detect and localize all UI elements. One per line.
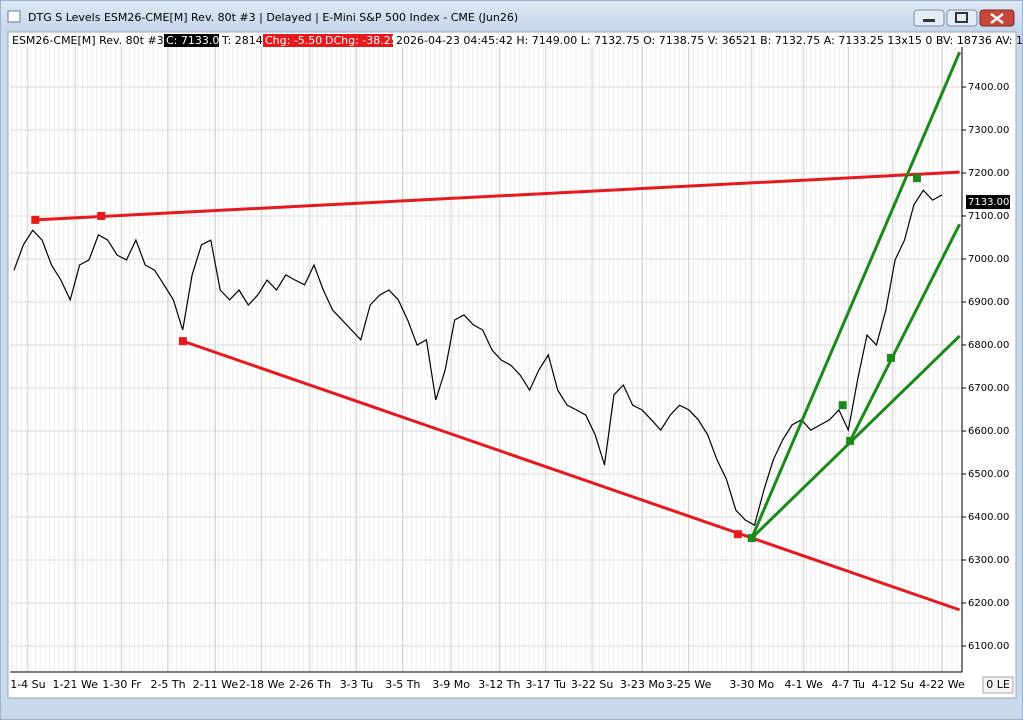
y-tick-label: 6300.00 <box>968 555 1009 566</box>
info-ticks: T: 28148 <box>221 34 270 47</box>
x-tick-label: 3-3 Tu <box>340 678 373 691</box>
close-icon <box>990 13 1004 24</box>
y-tick-label: 6900.00 <box>968 297 1009 308</box>
x-tick-label: 3-25 We <box>666 678 712 691</box>
minimize-button[interactable] <box>913 9 945 27</box>
price-tag-box <box>966 195 1010 209</box>
app-icon <box>7 10 21 23</box>
grid <box>10 47 966 673</box>
info-dchg: DChg: -38.25 <box>325 34 398 47</box>
x-tick-label: 3-17 Tu <box>526 678 566 691</box>
x-tick-label: 2-18 We <box>239 678 285 691</box>
x-tick-label: 2-5 Th <box>150 678 185 691</box>
x-tick-label: 4-12 Su <box>872 678 914 691</box>
trendline <box>35 170 960 222</box>
info-chg: Chg: -5.50 <box>265 34 322 47</box>
x-tick-label: 3-23 Mo <box>620 678 665 691</box>
info-bar <box>10 34 968 47</box>
y-tick-label: 6800.00 <box>968 340 1009 351</box>
x-tick-label: 2-11 We <box>193 678 239 691</box>
info-rest: 2026-04-23 04:45:42 H: 7149.00 L: 7132.7… <box>396 34 1023 47</box>
anchor-point <box>733 530 742 539</box>
y-tick-label: 6700.00 <box>968 383 1009 394</box>
corner-box[interactable] <box>982 676 1014 694</box>
y-tick-label: 7100.00 <box>968 211 1009 222</box>
y-tick-label: 7400.00 <box>968 82 1009 93</box>
plot <box>13 51 962 612</box>
x-tick-label: 3-30 Mo <box>729 678 774 691</box>
y-tick-label: 6100.00 <box>968 641 1009 652</box>
x-tick-label: 2-26 Th <box>289 678 331 691</box>
x-tick-label: 3-22 Su <box>571 678 613 691</box>
x-tick-label: 4-7 Tu <box>832 678 865 691</box>
x-tick-label: 4-22 We <box>919 678 965 691</box>
chart-panel <box>7 31 1017 699</box>
maximize-button[interactable] <box>946 9 978 27</box>
x-tick-label: 3-9 Mo <box>432 678 470 691</box>
x-tick-label: 1-30 Fr <box>102 678 141 691</box>
minimize-icon <box>923 19 935 22</box>
x-tick-label: 3-5 Th <box>385 678 420 691</box>
anchor-point <box>912 174 921 183</box>
y-tick-label: 6600.00 <box>968 426 1009 437</box>
y-tick-label: 6200.00 <box>968 598 1009 609</box>
dchg-box <box>323 34 393 47</box>
info-close: C: 7133.00 <box>166 34 226 47</box>
price-tag: 7133.00 <box>968 197 1009 208</box>
maximize-icon <box>955 12 968 23</box>
y-tick-label: 7000.00 <box>968 254 1009 265</box>
y-tick-label: 7300.00 <box>968 125 1009 136</box>
trendline <box>182 339 961 612</box>
x-tick-label: 1-4 Su <box>10 678 45 691</box>
x-tick-label: 3-12 Th <box>478 678 520 691</box>
anchor-point <box>31 215 40 224</box>
y-tick-label: 6400.00 <box>968 512 1009 523</box>
chg-box <box>263 34 323 47</box>
anchor-point <box>886 353 895 362</box>
price-line <box>13 189 943 527</box>
trendline <box>848 223 961 442</box>
anchor-point <box>838 401 847 410</box>
x-tick-label: 4-1 We <box>784 678 823 691</box>
window-title: DTG S Levels ESM26-CME[M] Rev. 80t #3 | … <box>28 11 518 24</box>
trendline <box>750 334 961 540</box>
anchor-point <box>97 212 106 220</box>
info-symbol: ESM26-CME[M] Rev. 80t #3 <box>12 34 164 47</box>
corner-label[interactable]: 0 LE <box>986 678 1010 691</box>
trendline <box>750 51 962 539</box>
y-tick-label: 6500.00 <box>968 469 1009 480</box>
y-tick-label: 7200.00 <box>968 168 1009 179</box>
title-bar <box>1 1 1022 31</box>
anchor-point <box>178 337 187 346</box>
close-box <box>164 34 219 47</box>
x-tick-label: 1-21 We <box>53 678 99 691</box>
